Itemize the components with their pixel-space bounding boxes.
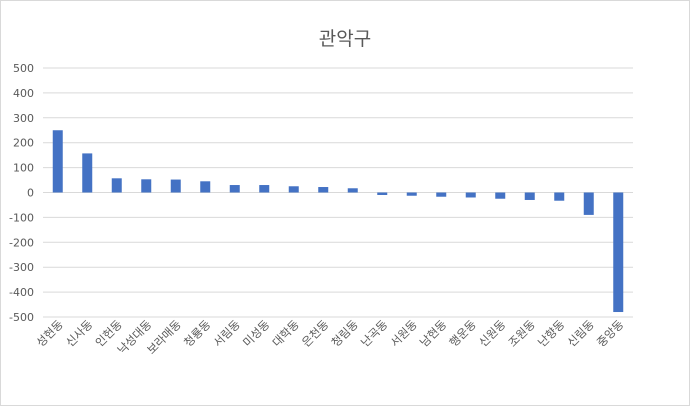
bar bbox=[583, 192, 594, 215]
y-tick-label: 200 bbox=[13, 137, 34, 150]
y-tick-label: -200 bbox=[9, 236, 34, 249]
bar bbox=[318, 187, 329, 193]
x-category-label: 미성동 bbox=[240, 317, 272, 349]
x-category-label: 중앙동 bbox=[594, 317, 626, 349]
x-category-label: 은천동 bbox=[299, 317, 331, 349]
x-category-label: 서림동 bbox=[211, 317, 243, 349]
x-category-label: 대학동 bbox=[270, 317, 302, 349]
bars bbox=[52, 130, 624, 313]
x-category-label: 청룡동 bbox=[181, 317, 213, 349]
bar bbox=[495, 192, 506, 199]
x-category-label: 청림동 bbox=[329, 317, 361, 349]
y-tick-label: 100 bbox=[13, 162, 34, 175]
y-axis-ticks: 500 400 300 200 100 0 -100 -200 -300 -400 -500 bbox=[9, 62, 34, 324]
bar bbox=[141, 179, 152, 193]
bar bbox=[259, 185, 270, 193]
bar bbox=[436, 192, 447, 197]
bar bbox=[52, 130, 63, 193]
bar bbox=[288, 186, 299, 193]
x-category-label: 신원동 bbox=[476, 317, 508, 349]
y-tick-label: -300 bbox=[9, 261, 34, 274]
bar bbox=[82, 153, 93, 193]
bar bbox=[377, 192, 388, 195]
bar bbox=[229, 185, 240, 193]
x-category-label: 성현동 bbox=[34, 317, 66, 349]
x-category-label: 남현동 bbox=[417, 317, 449, 349]
x-category-label: 난곡동 bbox=[358, 317, 390, 349]
x-category-label: 신림동 bbox=[565, 317, 597, 349]
bar bbox=[111, 178, 122, 193]
bar bbox=[465, 192, 476, 198]
bar bbox=[170, 179, 181, 193]
y-tick-label: -400 bbox=[9, 286, 34, 299]
x-category-label: 조원동 bbox=[506, 317, 538, 349]
x-category-label: 난향동 bbox=[535, 317, 567, 349]
bar bbox=[524, 192, 535, 200]
bar bbox=[200, 181, 211, 193]
bar bbox=[554, 192, 565, 201]
chart-title: 관악구 bbox=[319, 28, 371, 50]
y-tick-label: -100 bbox=[9, 211, 34, 224]
y-tick-label: 500 bbox=[13, 62, 34, 75]
bar bbox=[613, 192, 624, 313]
y-tick-label: -500 bbox=[9, 311, 34, 324]
gridlines bbox=[43, 67, 633, 318]
bar bbox=[406, 192, 417, 196]
y-tick-label: 400 bbox=[13, 87, 34, 100]
x-category-label: 행운동 bbox=[447, 317, 479, 349]
bar bbox=[347, 188, 358, 193]
x-axis-categories: 성현동신사동인헌동낙성대동보라매동청룡동서림동미성동대학동은천동청림동난곡동서원… bbox=[34, 317, 627, 357]
x-category-label: 서원동 bbox=[388, 317, 420, 349]
y-tick-label: 0 bbox=[27, 187, 34, 200]
x-category-label: 신사동 bbox=[63, 317, 95, 349]
y-tick-label: 300 bbox=[13, 112, 34, 125]
